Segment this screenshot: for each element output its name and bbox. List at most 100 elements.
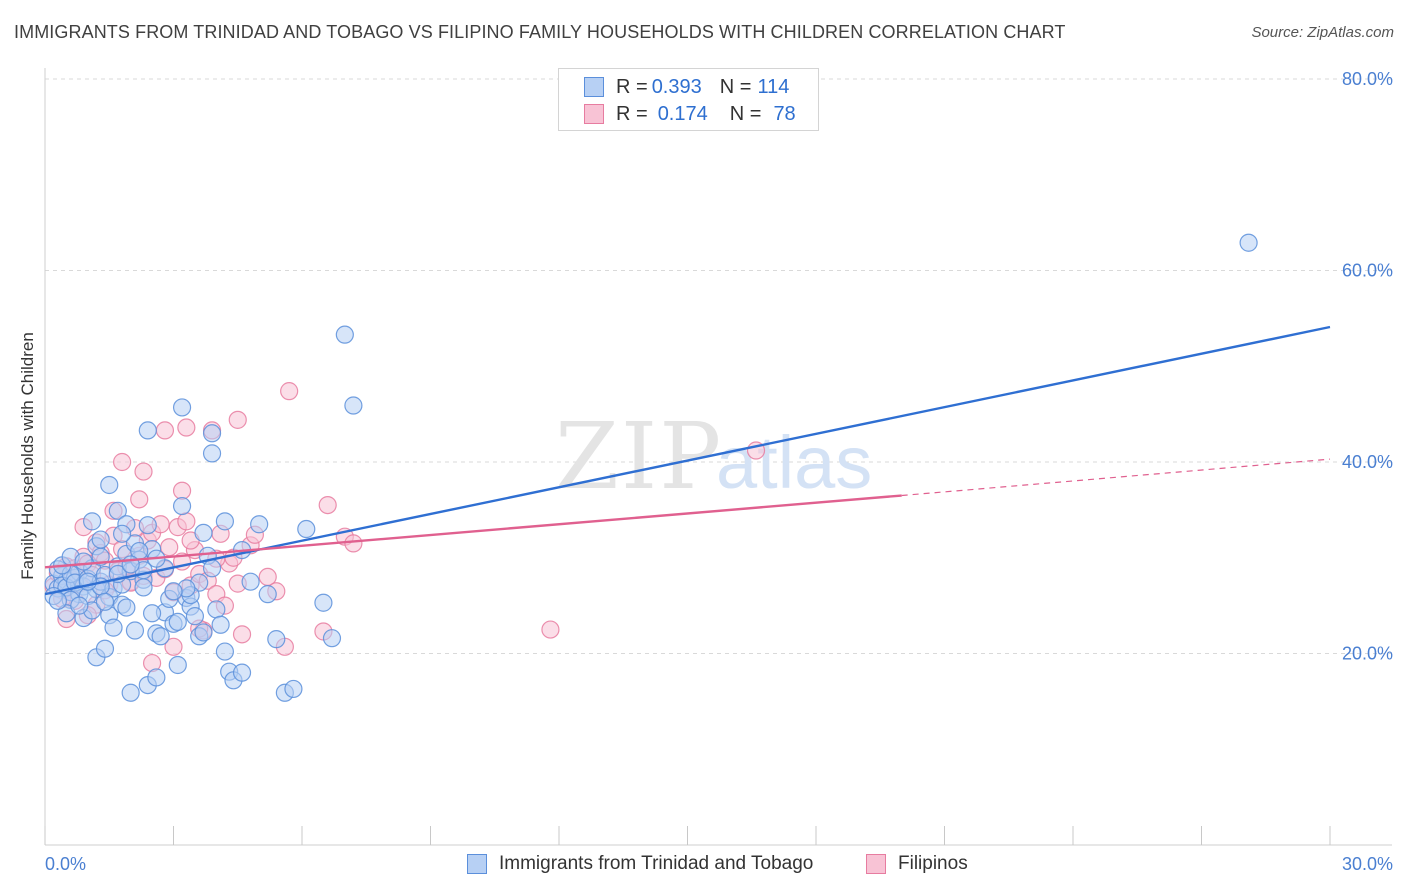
- x-tick-label: 30.0%: [1342, 854, 1393, 874]
- legend-n-value: 78: [773, 102, 796, 125]
- trinidad-point: [134, 578, 153, 597]
- trinidad-point: [125, 621, 145, 640]
- trinidad-point: [1239, 233, 1258, 252]
- trinidad-point: [194, 523, 213, 542]
- trinidad-point: [168, 655, 187, 675]
- legend-r-value: 0.174: [657, 102, 708, 125]
- trinidad-point: [202, 424, 222, 443]
- bottom-legend-swatch-pink: [866, 854, 886, 874]
- filipinos-trend-extension: [901, 458, 1331, 497]
- trinidad-point: [267, 630, 286, 649]
- trinidad-point: [241, 572, 260, 591]
- y-tick-label: 20.0%: [1342, 644, 1393, 664]
- chart-title: IMMIGRANTS FROM TRINIDAD AND TOBAGO VS F…: [14, 22, 1066, 42]
- trinidad-point: [147, 668, 166, 687]
- trinidad-point: [83, 512, 102, 531]
- trinidad-point: [207, 600, 226, 619]
- y-tick-label: 80.0%: [1342, 69, 1393, 89]
- trinidad-point: [95, 639, 115, 658]
- trend-lines: [44, 325, 1331, 596]
- trinidad-point: [48, 591, 67, 610]
- zipatlas-watermark: ZIP atlas: [555, 403, 872, 510]
- trinidad-point: [168, 612, 187, 632]
- trinidad-point: [185, 607, 205, 626]
- trinidad-point: [138, 421, 157, 440]
- trinidad-point: [164, 582, 183, 601]
- trinidad-point: [70, 596, 89, 615]
- trinidad-point: [211, 615, 230, 634]
- trinidad-point: [250, 515, 269, 534]
- filipinos-point: [228, 410, 247, 429]
- filipinos-point: [280, 382, 299, 401]
- filipinos-point: [177, 512, 196, 531]
- axes: [44, 68, 1392, 846]
- trinidad-point: [215, 512, 234, 531]
- x-tick-label: 0.0%: [45, 854, 86, 874]
- filipinos-trend-line: [44, 494, 902, 569]
- tick-labels: 20.0% 40.0% 60.0% 80.0% 0.0% 30.0%: [45, 69, 1393, 874]
- trinidad-point: [117, 598, 136, 617]
- filipinos-point: [541, 620, 560, 639]
- trinidad-point: [142, 604, 162, 623]
- trinidad-trend-line: [44, 325, 1331, 596]
- filipinos-point: [318, 495, 337, 515]
- trinidad-point: [138, 516, 157, 535]
- trinidad-point: [112, 524, 132, 543]
- filipinos-point: [164, 637, 183, 656]
- bottom-legend-swatch-blue: [467, 854, 487, 874]
- correlation-legend: R = 0.393 N = 114 R = 0.174 N = 78: [558, 68, 819, 131]
- legend-n-label: N =: [729, 102, 762, 125]
- trinidad-point: [232, 663, 252, 682]
- bottom-legend-label-pink: Filipinos: [898, 853, 968, 874]
- trinidad-point: [121, 683, 140, 702]
- trinidad-point: [335, 325, 354, 344]
- filipinos-point: [344, 534, 363, 553]
- gridlines: [45, 78, 1392, 654]
- filipinos-point: [232, 625, 252, 644]
- trinidad-point: [314, 593, 333, 612]
- bottom-legend-label-blue: Immigrants from Trinidad and Tobago: [499, 853, 814, 874]
- trinidad-point: [202, 444, 222, 463]
- trinidad-point: [215, 642, 234, 661]
- watermark-atlas: atlas: [716, 421, 872, 504]
- trinidad-point: [344, 396, 363, 415]
- filipinos-point: [112, 452, 132, 472]
- trinidad-point: [95, 592, 115, 611]
- legend-swatch-blue: [584, 77, 604, 97]
- trinidad-point: [151, 627, 170, 646]
- y-tick-label: 60.0%: [1342, 261, 1393, 281]
- trinidad-point: [322, 629, 342, 648]
- legend-row-filipinos: R = 0.174 N = 78: [584, 101, 796, 127]
- bottom-legend-filipinos: Filipinos: [866, 850, 968, 878]
- trinidad-point: [297, 519, 316, 539]
- filipinos-point: [130, 490, 149, 509]
- y-tick-label: 40.0%: [1342, 452, 1393, 472]
- trinidad-point: [172, 496, 192, 516]
- filipinos-point: [172, 481, 192, 500]
- filipinos-point: [134, 462, 153, 481]
- bottom-legend-trinidad: Immigrants from Trinidad and Tobago: [467, 850, 813, 878]
- legend-n-label: N =: [719, 75, 752, 98]
- trinidad-point: [104, 618, 123, 637]
- watermark-zip: ZIP: [555, 403, 723, 510]
- trinidad-point: [194, 623, 213, 642]
- source-credit: Source: ZipAtlas.com: [1251, 24, 1394, 41]
- trinidad-point: [91, 530, 110, 549]
- trinidad-point: [202, 559, 222, 578]
- legend-r-value: 0.393: [651, 75, 702, 98]
- filipinos-point: [155, 421, 175, 440]
- legend-swatch-pink: [584, 104, 604, 124]
- y-axis-label: Family Households with Children: [18, 332, 37, 580]
- trinidad-point: [74, 552, 93, 571]
- legend-r-label: R =: [616, 75, 648, 98]
- trinidad-point: [100, 475, 119, 495]
- legend-row-trinidad: R = 0.393 N = 114: [584, 74, 789, 100]
- trinidad-point: [108, 501, 127, 520]
- legend-r-label: R =: [616, 102, 648, 125]
- trinidad-point: [284, 679, 303, 699]
- trinidad-points: [44, 233, 1258, 702]
- trinidad-point: [258, 585, 277, 604]
- filipinos-point: [177, 418, 196, 437]
- trinidad-point: [172, 398, 192, 417]
